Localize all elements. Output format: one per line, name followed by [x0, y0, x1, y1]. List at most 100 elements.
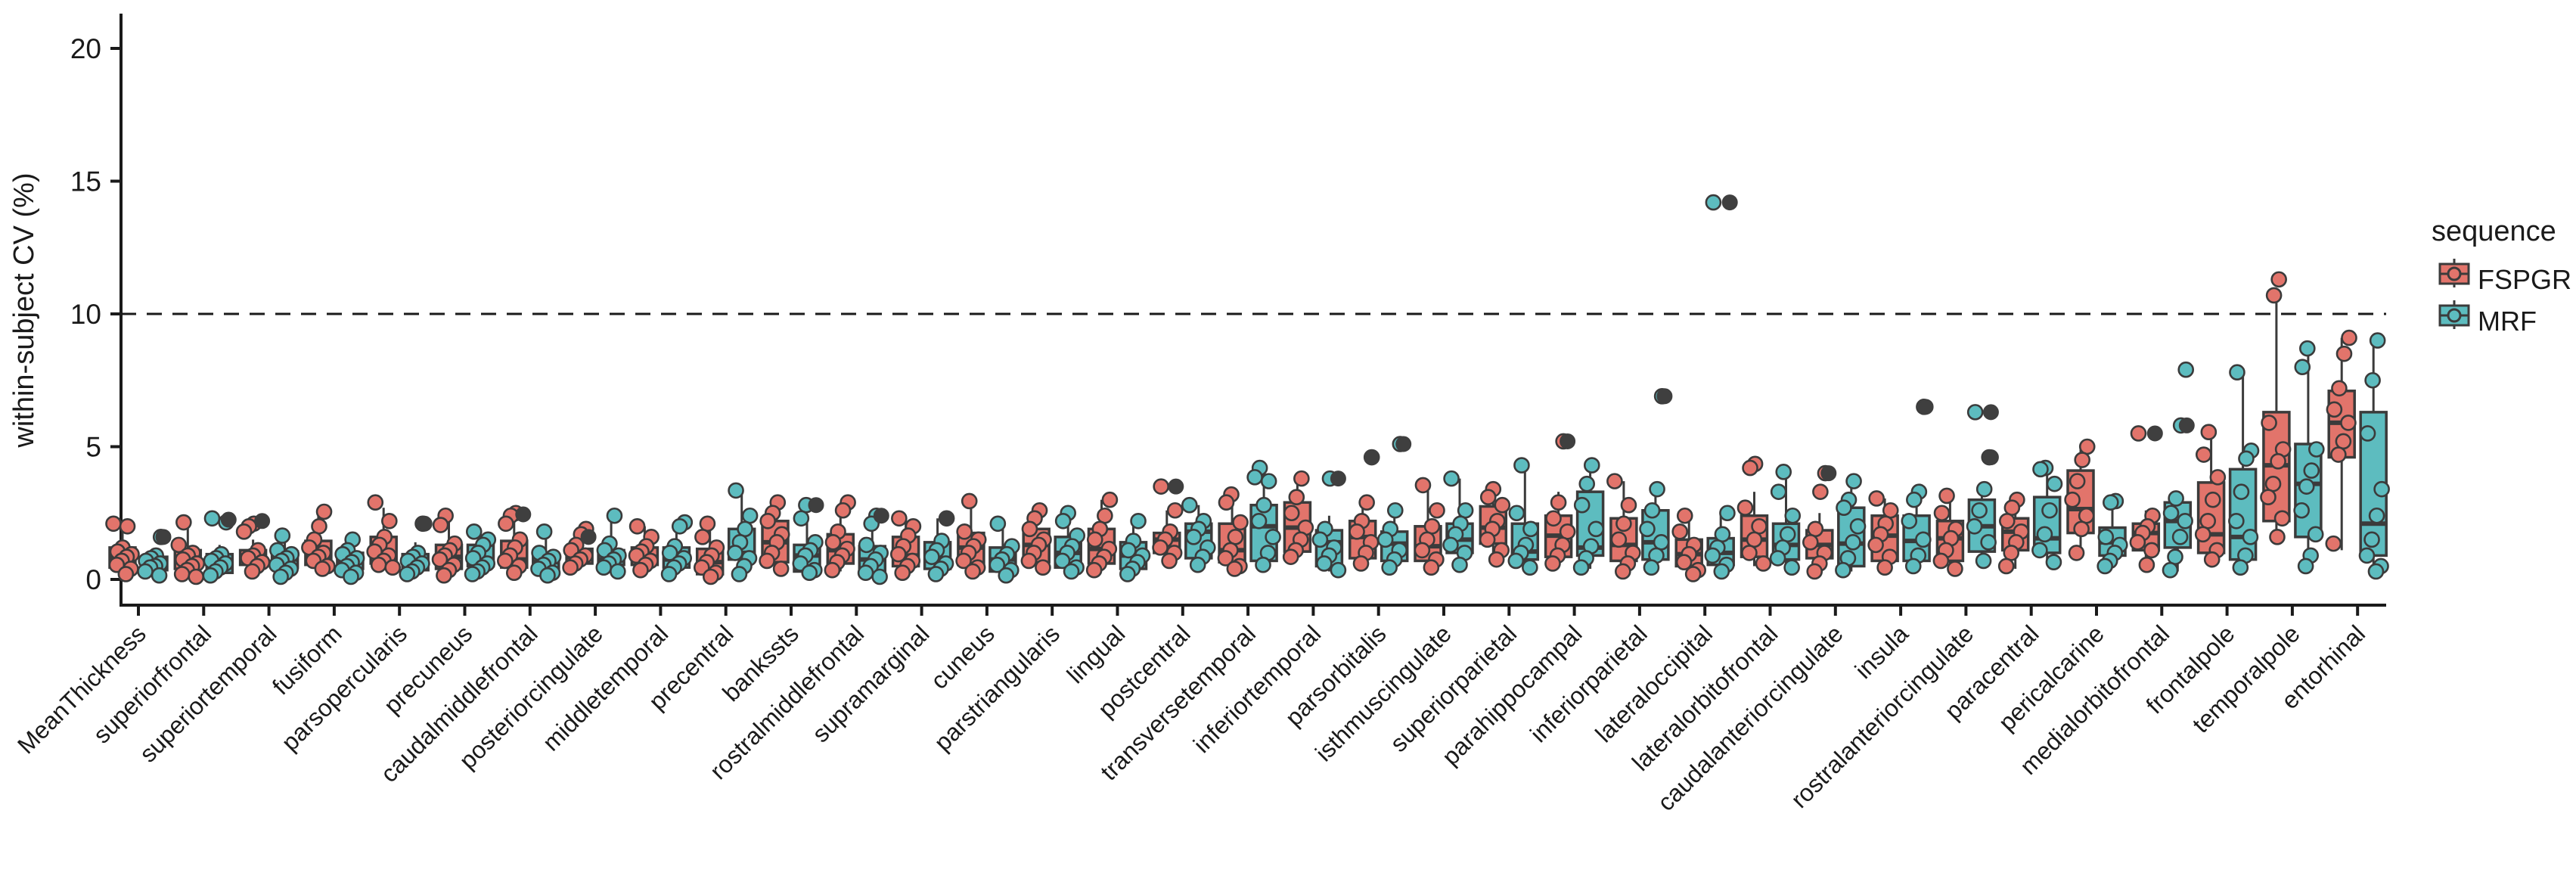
jitter-point-FSPGR-parahippocampal [1544, 555, 1561, 572]
jitter-point-MRF-isthmuscingulate [1451, 556, 1468, 573]
jitter-point-FSPGR-lingual [1086, 531, 1103, 548]
jitter-point-MRF-temporalpole [2298, 478, 2315, 495]
jitter-point-MRF-inferiorparietal [1639, 520, 1656, 538]
y-tick-label: 15 [70, 166, 101, 197]
jitter-point-FSPGR-precentral [699, 515, 716, 533]
jitter-point-FSPGR-inferiorparietal [1620, 496, 1637, 514]
jitter-point-FSPGR-superiorparietal [1479, 531, 1496, 548]
jitter-point-MRF-temporalpole [2293, 502, 2310, 519]
jitter-point-FSPGR-parsopercularis [370, 556, 387, 573]
jitter-point-MRF-frontalpole [2232, 559, 2249, 576]
jitter-point-MRF-transversetemporal [1250, 512, 1268, 530]
jitter-point-MRF-supramarginal [923, 548, 940, 565]
x-tick-label-supramarginal: supramarginal [807, 620, 935, 747]
jitter-point-MRF-posteriorcingulate [610, 563, 626, 580]
jitter-point-FSPGR-superiorfrontal [173, 566, 191, 582]
jitter-point-FSPGR-precuneus [436, 567, 452, 584]
jitter-point-FSPGR-middletemporal [632, 561, 649, 579]
outlier-point-FSPGR-postcentral [1168, 478, 1184, 495]
jitter-point-FSPGR-temporalpole [2270, 271, 2287, 288]
jitter-point-MRF-lateralorbitofrontal [1775, 464, 1792, 480]
jitter-point-MRF-isthmuscingulate [1442, 536, 1459, 554]
jitter-point-MRF-isthmuscingulate [1443, 470, 1460, 487]
jitter-point-FSPGR-MeanThickness [105, 515, 122, 533]
jitter-point-MRF-paracentral [2041, 502, 2058, 519]
jitter-point-MRF-inferiortemporal [1311, 531, 1329, 548]
jitter-point-FSPGR-fusiform [315, 503, 333, 520]
jitter-point-MRF-insula [1904, 557, 1922, 575]
jitter-point-FSPGR-rostralanteriorcingulate [1932, 552, 1950, 570]
jitter-point-FSPGR-cuneus [961, 492, 978, 510]
jitter-point-FSPGR-parsopercularis [384, 559, 402, 576]
jitter-point-FSPGR-insula [1867, 536, 1884, 554]
jitter-point-FSPGR-medialorbitofrontal [2143, 542, 2160, 559]
jitter-point-FSPGR-caudalanteriorcingulate [1802, 534, 1819, 551]
jitter-point-FSPGR-supramarginal [891, 510, 908, 527]
jitter-point-FSPGR-frontalpole [2203, 551, 2221, 568]
jitter-point-FSPGR-pericalcarine [2074, 452, 2090, 468]
jitter-point-FSPGR-lingual [1085, 561, 1103, 579]
jitter-point-MRF-parahippocampal [1573, 496, 1591, 514]
jitter-point-FSPGR-temporalpole [2270, 453, 2286, 470]
jitter-point-MRF-bankssts [801, 564, 818, 582]
jitter-point-FSPGR-frontalpole [2204, 491, 2221, 508]
jitter-point-FSPGR-cuneus [956, 523, 973, 540]
legend-title: sequence [2432, 216, 2556, 247]
jitter-point-FSPGR-parsorbitalis [1349, 523, 1365, 540]
jitter-point-FSPGR-precuneus [432, 517, 449, 533]
jitter-point-FSPGR-bankssts [759, 552, 775, 570]
jitter-point-FSPGR-pericalcarine [2078, 507, 2095, 524]
jitter-point-MRF-lingual [1130, 512, 1147, 530]
x-tick-label-insula: insula [1849, 620, 1913, 684]
plot-area: 05101520MeanThicknesssuperiorfrontalsupe… [12, 14, 2390, 816]
jitter-point-FSPGR-superiortemporal [244, 563, 261, 580]
jitter-point-MRF-lateralorbitofrontal [1779, 526, 1796, 543]
jitter-point-MRF-lateralorbitofrontal [1769, 550, 1786, 567]
jitter-point-FSPGR-lateraloccipital [1676, 507, 1693, 524]
jitter-point-FSPGR-precentral [694, 529, 711, 545]
outlier-point-MRF-MeanThickness [155, 529, 172, 545]
jitter-point-MRF-transversetemporal [1255, 556, 1271, 573]
outlier-point-MRF-rostralanteriorcingulate [1982, 404, 1999, 421]
jitter-point-MRF-paracentral [2036, 526, 2053, 543]
jitter-point-FSPGR-transversetemporal [1232, 514, 1249, 531]
jitter-point-MRF-precentral [731, 566, 748, 582]
jitter-point-MRF-superiorparietal [1508, 505, 1525, 522]
fspgr-boxplot-glyph-icon [2438, 259, 2470, 287]
jitter-point-FSPGR-transversetemporal [1227, 529, 1244, 545]
outlier-point-MRF-rostralmiddlefrontal [873, 508, 889, 524]
jitter-point-FSPGR-parsopercularis [367, 494, 384, 511]
outlier-point-FSPGR-parahippocampal [1560, 433, 1576, 449]
outlier-point-MRF-medialorbitofrontal [2178, 417, 2195, 433]
jitter-point-FSPGR-temporalpole [2260, 489, 2277, 505]
jitter-point-MRF-rostralmiddlefrontal [871, 568, 888, 585]
jitter-point-FSPGR-paracentral [1997, 557, 2015, 575]
jitter-point-FSPGR-postcentral [1161, 552, 1178, 570]
jitter-point-FSPGR-lateraloccipital [1675, 554, 1693, 570]
jitter-point-FSPGR-paracentral [2003, 499, 2021, 517]
jitter-point-MRF-temporalpole [2303, 462, 2320, 479]
jitter-point-FSPGR-entorhinal [2335, 433, 2352, 450]
jitter-point-FSPGR-posteriorcingulate [562, 559, 579, 576]
jitter-point-MRF-temporalpole [2297, 557, 2314, 575]
jitter-point-MRF-lateraloccipital [1719, 505, 1736, 522]
jitter-point-MRF-lateralorbitofrontal [1783, 559, 1800, 576]
x-tick-label-lateraloccipital: lateraloccipital [1590, 620, 1718, 747]
jitter-point-FSPGR-parahippocampal [1559, 523, 1576, 540]
jitter-point-MRF-temporalpole [2307, 526, 2324, 543]
jitter-point-MRF-entorhinal [2364, 371, 2381, 389]
jitter-point-MRF-parsopercularis [399, 566, 416, 582]
jitter-point-MRF-lingual [1120, 542, 1137, 559]
jitter-point-MRF-caudalanteriorcingulate [1835, 561, 1851, 579]
jitter-point-MRF-rostralanteriorcingulate [1975, 552, 1992, 570]
jitter-point-MRF-superiorfrontal [203, 510, 221, 527]
jitter-point-MRF-rostralanteriorcingulate [1980, 534, 1997, 551]
jitter-point-FSPGR-MeanThickness [119, 517, 136, 535]
jitter-point-MRF-medialorbitofrontal [2168, 490, 2184, 507]
jitter-point-MRF-transversetemporal [1265, 529, 1281, 545]
jitter-point-FSPGR-lateralorbitofrontal [1741, 545, 1758, 561]
jitter-point-FSPGR-isthmuscingulate [1429, 502, 1445, 519]
jitter-point-FSPGR-frontalpole [2200, 424, 2218, 440]
y-tick-label: 10 [70, 299, 101, 330]
jitter-point-FSPGR-inferiortemporal [1293, 470, 1310, 487]
